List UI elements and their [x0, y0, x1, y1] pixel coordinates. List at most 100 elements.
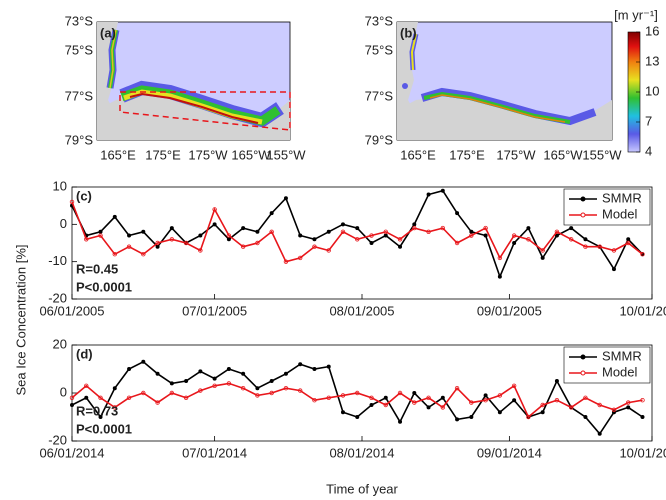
data-point [469, 229, 474, 234]
data-point [169, 226, 174, 231]
y-tick-label: 10 [53, 178, 67, 193]
data-point [597, 431, 602, 436]
lon-tick-label: 175°E [145, 147, 181, 162]
lat-tick-label: 75°S [365, 42, 394, 57]
data-point [298, 233, 303, 238]
data-point [511, 383, 517, 388]
data-point [69, 395, 75, 400]
data-point [283, 371, 288, 376]
data-point [583, 395, 588, 400]
data-point [569, 226, 574, 231]
data-point [369, 395, 374, 400]
series-line [71, 382, 643, 419]
lon-tick-label: 155°W [266, 147, 306, 162]
data-point [626, 400, 631, 405]
data-point [426, 192, 431, 197]
data-point [255, 393, 260, 398]
colorbar-tick-label: 10 [645, 83, 659, 98]
data-point [69, 199, 75, 205]
data-point [469, 414, 474, 419]
lon-tick-label: 175°W [496, 147, 536, 162]
data-point [497, 255, 503, 261]
data-point [141, 390, 146, 396]
x-tick-label: 09/01/2014 [477, 445, 542, 460]
data-point [326, 395, 331, 400]
data-point [141, 251, 146, 257]
data-point [554, 378, 559, 383]
data-point [126, 244, 132, 249]
data-point [497, 393, 503, 398]
panel-label: (a) [100, 25, 116, 40]
legend-marker [580, 196, 586, 202]
data-point [212, 222, 217, 227]
data-point [198, 369, 203, 374]
data-point [397, 237, 403, 242]
data-point [426, 229, 431, 234]
data-point [355, 226, 360, 231]
data-point [440, 225, 446, 231]
data-point [169, 237, 175, 242]
data-point [127, 233, 132, 238]
data-point [70, 402, 75, 407]
data-point [326, 229, 331, 234]
x-tick-label: 06/01/2014 [39, 445, 104, 460]
data-point [340, 222, 345, 227]
data-point [98, 414, 103, 419]
x-tick-label: 06/01/2005 [39, 303, 104, 318]
data-point [297, 388, 303, 393]
data-point [454, 240, 460, 246]
x-tick-label: 10/01/2014 [619, 445, 666, 460]
legend-box [563, 346, 651, 384]
lat-tick-label: 79°S [65, 132, 94, 147]
data-point [455, 211, 460, 216]
data-point [397, 390, 403, 396]
data-point [141, 229, 146, 234]
lat-tick-label: 73°S [65, 13, 94, 28]
data-point [626, 240, 631, 246]
data-point [426, 395, 431, 400]
data-point [155, 371, 160, 376]
data-point [369, 233, 374, 238]
data-point [169, 390, 175, 396]
x-tick-label: 08/01/2005 [329, 303, 394, 318]
data-point [84, 383, 89, 388]
data-point [141, 359, 146, 364]
data-point [597, 402, 602, 408]
annotation: P<0.0001 [76, 421, 132, 436]
data-point [255, 386, 260, 391]
y-tick-label: 0 [60, 216, 67, 231]
map-b: (b) [396, 21, 613, 141]
data-point [583, 414, 588, 419]
data-point [283, 259, 289, 264]
x-tick-label: 07/01/2005 [182, 303, 247, 318]
colorbar-tick-label: 13 [645, 53, 659, 68]
data-point [240, 386, 246, 391]
data-point [326, 364, 331, 369]
legend-box [563, 188, 651, 226]
panel-label: (b) [400, 25, 417, 40]
data-point [226, 366, 231, 371]
data-point [497, 274, 502, 279]
data-point [512, 398, 517, 403]
data-point [568, 237, 574, 242]
data-point [112, 214, 117, 219]
data-point [127, 366, 132, 371]
data-point [526, 237, 531, 242]
data-point [369, 240, 374, 245]
data-point [297, 255, 303, 261]
data-point [312, 366, 317, 371]
x-tick-label: 09/01/2005 [477, 303, 542, 318]
legend-marker [580, 370, 586, 376]
y-axis-label: Sea Ice Concentration [%] [13, 244, 28, 395]
data-point [112, 386, 117, 391]
data-point [412, 400, 417, 405]
data-point [155, 240, 160, 246]
x-tick-label: 10/01/2005 [619, 303, 666, 318]
data-point [583, 244, 588, 249]
data-point [155, 400, 160, 405]
data-point [312, 237, 317, 242]
data-point [183, 240, 189, 246]
lon-tick-label: 165°E [400, 147, 436, 162]
lon-tick-label: 155°W [582, 147, 622, 162]
